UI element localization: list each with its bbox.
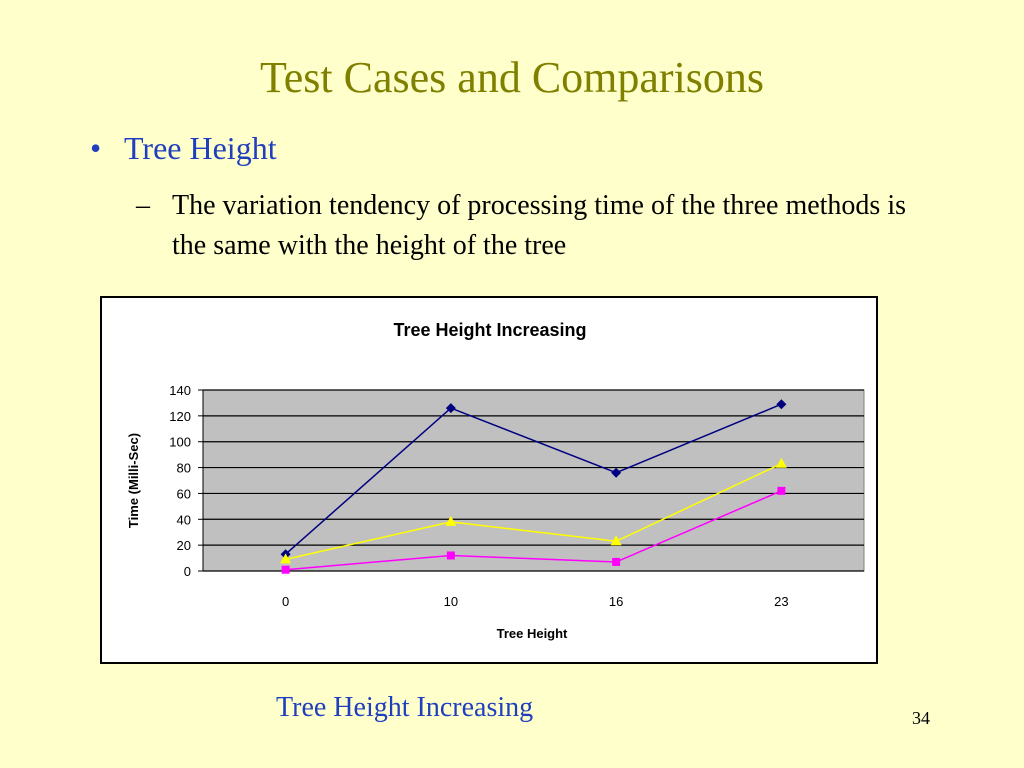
data-point <box>776 399 787 410</box>
y-tick-label: 80 <box>177 461 191 476</box>
data-point <box>446 551 455 560</box>
series-line-1 <box>285 403 782 555</box>
data-point <box>612 557 621 566</box>
y-tick-label: 140 <box>169 383 191 398</box>
bullet-text: Tree Height <box>124 130 277 166</box>
y-tick-label: 0 <box>184 564 191 579</box>
chart-title: Tree Height Increasing <box>393 320 586 340</box>
data-point <box>775 457 787 468</box>
sub-bullet-text: The variation tendency of processing tim… <box>172 190 907 261</box>
series-line-2 <box>285 463 782 561</box>
data-point <box>281 565 290 574</box>
bullet-tree-height: • Tree Height <box>90 130 277 167</box>
figure-caption: Tree Height Increasing <box>276 692 534 723</box>
bullet-marker: • <box>90 130 102 166</box>
chart-container: Tree Height Increasing Time (Milli-Sec) … <box>100 296 878 664</box>
y-axis-label: Time (Milli-Sec) <box>126 433 141 528</box>
data-point <box>611 467 622 478</box>
slide-title: Test Cases and Comparisons <box>259 53 765 102</box>
data-point <box>445 403 456 414</box>
data-point <box>280 553 292 564</box>
y-tick-label: 20 <box>177 538 191 553</box>
sub-bullet: – The variation tendency of processing t… <box>136 186 926 266</box>
x-axis-label: Tree Height <box>497 626 568 641</box>
x-tick-label: 0 <box>282 594 289 609</box>
data-point <box>777 486 786 495</box>
page-number: 34 <box>912 708 930 728</box>
data-point <box>445 515 457 526</box>
data-point <box>610 535 622 546</box>
y-tick-label: 120 <box>169 409 191 424</box>
y-tick-label: 60 <box>177 486 191 501</box>
x-tick-label: 16 <box>609 594 623 609</box>
sub-bullet-marker: – <box>136 190 150 221</box>
x-tick-label: 10 <box>444 594 458 609</box>
series-line-3 <box>285 490 782 571</box>
x-tick-label: 23 <box>774 594 788 609</box>
plot-area <box>202 389 865 572</box>
line-chart: Tree Height Increasing Time (Milli-Sec) … <box>126 320 865 641</box>
y-tick-label: 100 <box>169 435 191 450</box>
y-tick-label: 40 <box>177 512 191 527</box>
